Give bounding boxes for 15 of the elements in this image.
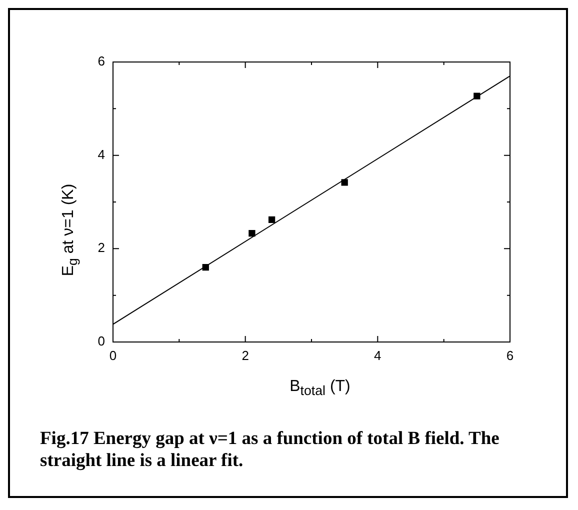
point (341, 179, 348, 186)
y-tick-label: 2 (98, 240, 105, 256)
point (474, 92, 480, 100)
x-axis-title: B$_{total}$ (T) (288, 378, 352, 398)
x-tick-label: 4 (374, 348, 382, 364)
point (248, 230, 256, 237)
y-tick-label: 4 (98, 146, 105, 162)
point (268, 216, 276, 224)
x-tick-label: 0 (109, 348, 117, 364)
x-tick-label: 2 (242, 348, 249, 364)
point (202, 264, 209, 271)
x-tick-label: 6 (506, 348, 514, 364)
y-tick-label: 0 (98, 334, 105, 349)
text: Fig.17 Energy gap at ν=1 as a function of total B field. The straight line is a linear fit. (40, 428, 500, 472)
y-tick-label: 6 (98, 54, 105, 69)
